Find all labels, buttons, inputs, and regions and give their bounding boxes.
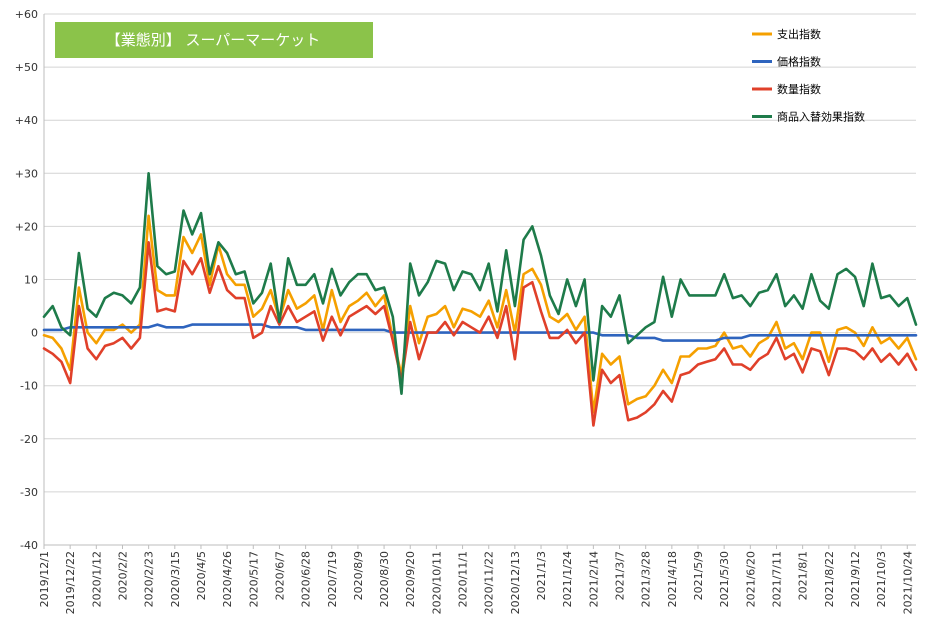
x-tick-label: 2021/3/28 bbox=[640, 551, 653, 607]
x-tick-label: 2020/10/11 bbox=[430, 551, 443, 614]
x-tick-label: 2020/8/9 bbox=[352, 551, 365, 600]
x-tick-label: 2021/9/12 bbox=[849, 551, 862, 607]
y-tick-label: +30 bbox=[15, 167, 38, 180]
x-tick-label: 2019/12/1 bbox=[38, 551, 51, 607]
chart-title-box: 【業態別】 スーパーマーケット bbox=[55, 22, 373, 58]
x-tick-label: 2021/10/24 bbox=[901, 551, 914, 614]
x-tick-label: 2020/11/1 bbox=[457, 551, 470, 607]
legend-label: 支出指数 bbox=[777, 27, 821, 41]
legend-label: 数量指数 bbox=[777, 82, 821, 96]
x-tick-label: 2021/4/18 bbox=[666, 551, 679, 607]
x-tick-label: 2020/6/7 bbox=[273, 551, 286, 600]
x-tick-label: 2021/5/30 bbox=[718, 551, 731, 607]
x-tick-label: 2021/10/3 bbox=[875, 551, 888, 607]
series-line-3 bbox=[42, 241, 918, 427]
legend-label: 価格指数 bbox=[777, 55, 821, 69]
y-axis-ticks: -40 -30 -20 -10 0 10 +20 +30 +40 +50 +60 bbox=[15, 8, 38, 552]
y-tick-label: -30 bbox=[20, 486, 38, 499]
x-tick-label: 2020/1/12 bbox=[90, 551, 103, 607]
x-tick-label: 2021/1/3 bbox=[535, 551, 548, 600]
series-line-1 bbox=[42, 214, 918, 414]
x-tick-label: 2020/2/23 bbox=[143, 551, 156, 607]
series-line-4 bbox=[42, 172, 918, 396]
y-tick-label: -10 bbox=[20, 380, 38, 393]
chart-title: 【業態別】 スーパーマーケット bbox=[106, 31, 321, 49]
x-tick-label: 2020/4/26 bbox=[221, 551, 234, 607]
x-tick-label: 2019/12/22 bbox=[64, 551, 77, 614]
x-tick-label: 2020/11/22 bbox=[483, 551, 496, 614]
x-tick-label: 2020/5/17 bbox=[247, 551, 260, 607]
y-tick-label: +40 bbox=[15, 114, 38, 127]
y-tick-label: -40 bbox=[20, 539, 38, 552]
x-tick-label: 2021/6/20 bbox=[744, 551, 757, 607]
y-tick-label: -20 bbox=[20, 433, 38, 446]
x-tick-label: 2020/2/2 bbox=[116, 551, 129, 600]
x-tick-label: 2021/8/22 bbox=[823, 551, 836, 607]
x-tick-label: 2020/9/20 bbox=[404, 551, 417, 607]
x-tick-label: 2020/4/5 bbox=[195, 551, 208, 600]
x-tick-label: 2020/6/28 bbox=[300, 551, 313, 607]
series-lines bbox=[42, 172, 918, 427]
x-tick-label: 2020/3/15 bbox=[169, 551, 182, 607]
y-tick-label: +20 bbox=[15, 220, 38, 233]
legend-label: 商品入替効果指数 bbox=[777, 110, 865, 124]
x-tick-label: 2021/1/24 bbox=[561, 551, 574, 607]
x-tick-label: 2020/7/19 bbox=[326, 551, 339, 607]
y-tick-label: +60 bbox=[15, 8, 38, 21]
x-tick-label: 2021/2/14 bbox=[587, 551, 600, 607]
x-tick-label: 2021/5/9 bbox=[692, 551, 705, 600]
y-tick-label: 10 bbox=[24, 274, 38, 287]
x-axis-ticks: 2019/12/1 2019/12/22 2020/1/12 2020/2/2 2020… bbox=[38, 545, 914, 614]
y-tick-label: +50 bbox=[15, 61, 38, 74]
x-tick-label: 2021/7/11 bbox=[770, 551, 783, 607]
title-background bbox=[55, 22, 373, 58]
x-tick-label: 2021/8/1 bbox=[797, 551, 810, 600]
x-tick-label: 2021/3/7 bbox=[614, 551, 627, 600]
x-tick-label: 2020/12/13 bbox=[509, 551, 522, 614]
y-tick-label: 0 bbox=[31, 327, 38, 340]
x-tick-label: 2020/8/30 bbox=[378, 551, 391, 607]
